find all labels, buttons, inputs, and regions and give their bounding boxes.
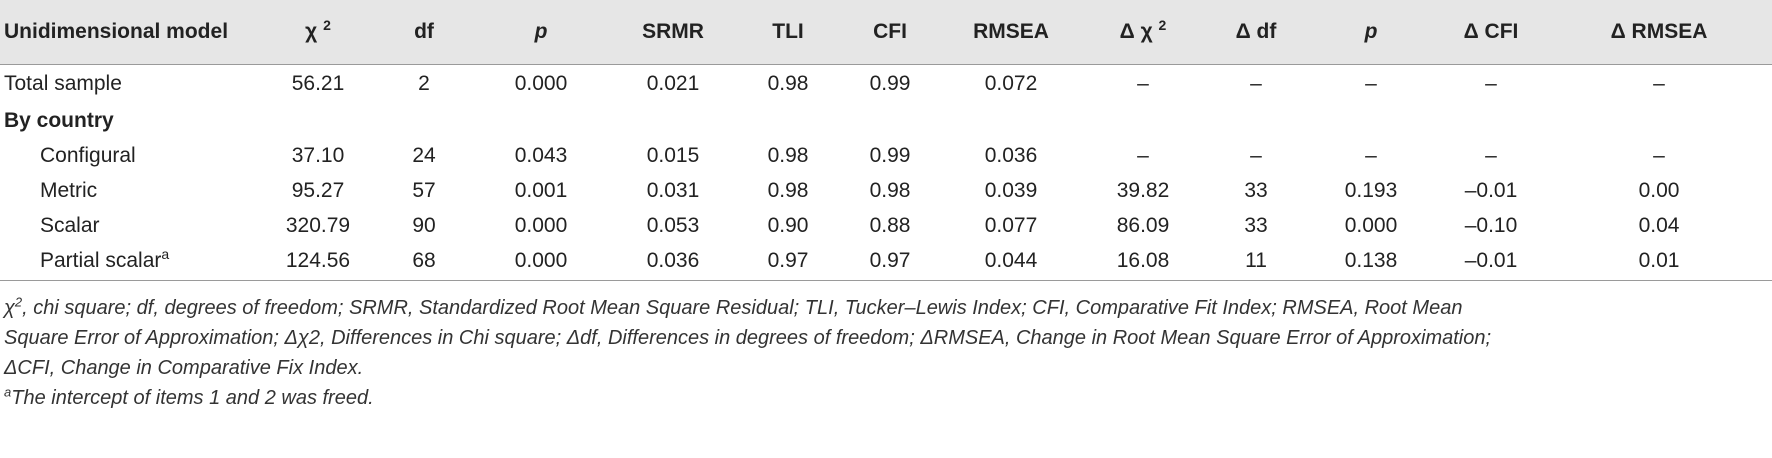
table-row: Total sample 56.21 2 0.000 0.021 0.98 0.… (0, 64, 1772, 103)
cell-delta-df: 33 (1244, 178, 1268, 202)
header-df: df (374, 0, 474, 65)
table-row: Metric 95.27 57 0.001 0.031 0.98 0.98 0.… (0, 173, 1772, 208)
cell-delta-p: 0.138 (1306, 243, 1436, 281)
cell-delta-rmsea: – (1653, 143, 1665, 167)
cell-cfi: 0.99 (869, 143, 911, 167)
cell-delta-p: – (1365, 143, 1377, 167)
header-tli: TLI (738, 0, 838, 65)
cell-df: 90 (412, 213, 436, 237)
cell-p: 0.000 (474, 243, 608, 281)
header-p: p (474, 0, 608, 65)
footnote-marker: a (161, 246, 170, 263)
header-delta-df: Δ df (1206, 0, 1306, 65)
cell-srmr: 0.031 (646, 178, 700, 202)
cell-delta-df: 33 (1244, 213, 1268, 237)
header-srmr: SRMR (608, 0, 738, 65)
header-model: Unidimensional model (0, 0, 262, 65)
table-header-row: Unidimensional model χ 2 df p SRMR TLI C… (0, 0, 1772, 65)
abbreviations-note: χ2, chi square; df, degrees of freedom; … (4, 293, 1463, 319)
cell-delta-p: – (1365, 71, 1377, 95)
abbreviations-note-end: ΔCFI, Change in Comparative Fix Index. (4, 356, 364, 379)
cell-df: 57 (412, 178, 436, 202)
cell-delta-cfi: –0.01 (1436, 243, 1546, 281)
cell-delta-rmsea: 0.04 (1638, 213, 1680, 237)
cell-p: 0.000 (514, 71, 568, 95)
footnote: aThe intercept of items 1 and 2 was free… (4, 383, 374, 409)
cell-chi-square: 124.56 (262, 243, 374, 281)
cell-tli: 0.98 (767, 71, 809, 95)
cell-chi-square: 56.21 (291, 71, 345, 95)
cell-delta-df: 11 (1206, 243, 1306, 281)
cell-chi-square: 37.10 (291, 143, 345, 167)
table-row: Scalar 320.79 90 0.000 0.053 0.90 0.88 0… (0, 208, 1772, 243)
header-delta-p: p (1306, 0, 1436, 65)
cell-rmsea: 0.072 (984, 71, 1038, 95)
cell-rmsea: 0.039 (984, 178, 1038, 202)
cell-chi-square: 95.27 (291, 178, 345, 202)
cell-tli: 0.98 (767, 143, 809, 167)
cell-tli: 0.90 (767, 213, 809, 237)
cell-p: 0.043 (514, 143, 568, 167)
cell-delta-rmsea: 0.01 (1546, 243, 1772, 281)
cell-delta-p: 0.000 (1344, 213, 1398, 237)
cell-tli: 0.98 (767, 178, 809, 202)
cell-delta-df: – (1250, 143, 1262, 167)
cell-delta-chi-square: 39.82 (1116, 178, 1170, 202)
row-label: Configural (40, 143, 136, 167)
cell-delta-chi-square: 16.08 (1080, 243, 1206, 281)
cell-delta-cfi: –0.01 (1464, 178, 1518, 202)
cell-delta-cfi: – (1485, 71, 1497, 95)
cell-cfi: 0.97 (838, 243, 942, 281)
cell-cfi: 0.88 (869, 213, 911, 237)
cell-df: 2 (418, 71, 430, 95)
header-rmsea: RMSEA (942, 0, 1080, 65)
cell-delta-rmsea: 0.00 (1638, 178, 1680, 202)
cell-delta-chi-square: – (1137, 143, 1149, 167)
group-label: By country (4, 108, 114, 132)
cell-delta-chi-square: 86.09 (1116, 213, 1170, 237)
row-label: Metric (40, 178, 98, 202)
table-notes: χ2, chi square; df, degrees of freedom; … (0, 281, 1772, 413)
cell-chi-square: 320.79 (285, 213, 351, 237)
header-delta-chi-square: Δ χ 2 (1080, 0, 1206, 65)
cell-df: 24 (412, 143, 436, 167)
cell-rmsea: 0.077 (984, 213, 1038, 237)
cell-delta-df: – (1250, 71, 1262, 95)
header-delta-cfi: Δ CFI (1436, 0, 1546, 65)
cell-srmr: 0.015 (646, 143, 700, 167)
cell-p: 0.001 (514, 178, 568, 202)
header-chi-square: χ 2 (262, 0, 374, 65)
row-label: Total sample (4, 71, 122, 95)
cell-srmr: 0.036 (608, 243, 738, 281)
cell-delta-cfi: – (1485, 143, 1497, 167)
fit-indices-table: Unidimensional model χ 2 df p SRMR TLI C… (0, 0, 1772, 281)
cell-cfi: 0.99 (869, 71, 911, 95)
row-label: Scalar (40, 213, 100, 237)
cell-p: 0.000 (514, 213, 568, 237)
footnote-marker: a (4, 383, 12, 399)
header-delta-rmsea: Δ RMSEA (1546, 0, 1772, 65)
cell-rmsea: 0.036 (984, 143, 1038, 167)
cell-delta-p: 0.193 (1344, 178, 1398, 202)
cell-delta-rmsea: – (1653, 71, 1665, 95)
cell-srmr: 0.053 (646, 213, 700, 237)
table-row: Configural 37.10 24 0.043 0.015 0.98 0.9… (0, 138, 1772, 173)
cell-cfi: 0.98 (869, 178, 911, 202)
header-cfi: CFI (838, 0, 942, 65)
cell-delta-cfi: –0.10 (1464, 213, 1518, 237)
fit-indices-table-container: Unidimensional model χ 2 df p SRMR TLI C… (0, 0, 1772, 413)
cell-df: 68 (374, 243, 474, 281)
row-label: Partial scalara (0, 243, 262, 281)
table-row: Partial scalara 124.56 68 0.000 0.036 0.… (0, 243, 1772, 281)
table-group-row: By country (0, 103, 1772, 138)
cell-delta-chi-square: – (1137, 71, 1149, 95)
cell-tli: 0.97 (738, 243, 838, 281)
abbreviations-note-cont: Square Error of Approximation; Δχ2, Diff… (4, 326, 1492, 349)
cell-rmsea: 0.044 (942, 243, 1080, 281)
cell-srmr: 0.021 (646, 71, 700, 95)
